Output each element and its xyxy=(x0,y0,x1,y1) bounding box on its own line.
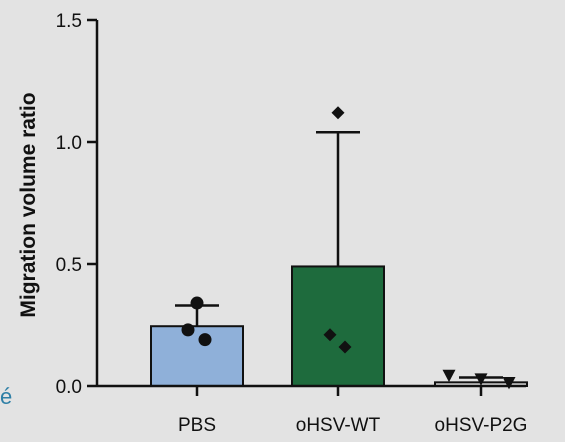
data-point xyxy=(198,333,212,347)
x-tick-label-ohsv-wt: oHSV-WT xyxy=(296,415,381,436)
x-tick-label-ohsv-p2g: oHSV-P2G xyxy=(435,415,528,436)
bar-ohsv-wt xyxy=(291,265,385,387)
bar-pbs xyxy=(150,325,244,387)
data-point xyxy=(331,106,345,120)
y-tick-label: 1.5 xyxy=(56,11,82,32)
data-point xyxy=(338,340,352,354)
data-point xyxy=(181,323,195,337)
cropped-text-fragment: é xyxy=(0,384,12,409)
data-point xyxy=(442,369,456,383)
data-point xyxy=(190,296,204,310)
y-tick-label: 0.0 xyxy=(56,377,82,398)
y-tick-label: 0.5 xyxy=(56,255,82,276)
data-point xyxy=(323,328,337,342)
x-tick-label-pbs: PBS xyxy=(178,415,216,436)
data-point xyxy=(502,377,516,390)
y-axis-title: Migration volume ratio xyxy=(17,92,40,317)
plot-area: 0.0 0.5 1.0 1.5 PBS oHSV-WT oHSV-P2G xyxy=(56,11,528,436)
data-point xyxy=(474,373,488,386)
y-tick-label: 1.0 xyxy=(56,133,82,154)
